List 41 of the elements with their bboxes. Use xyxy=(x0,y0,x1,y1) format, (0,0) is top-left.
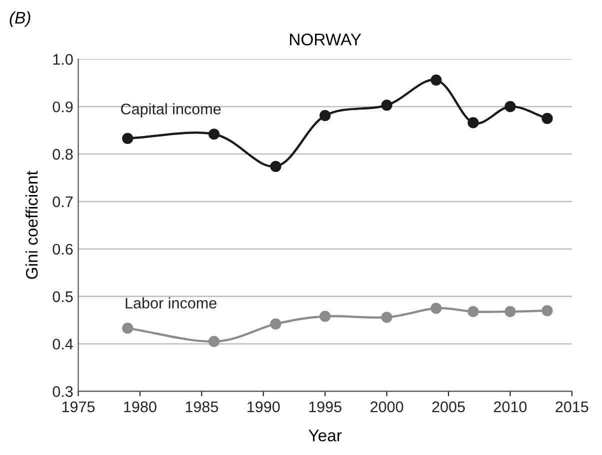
point xyxy=(504,306,516,318)
y-tick-label: 0.8 xyxy=(52,148,73,160)
point xyxy=(320,110,331,122)
x-tick-label: 2015 xyxy=(556,401,588,412)
point xyxy=(270,160,282,172)
chart-title: NORWAY xyxy=(290,34,362,46)
y-tick-label: 1.0 xyxy=(53,54,73,65)
y-tick-label: 0.5 xyxy=(52,291,73,302)
point xyxy=(122,132,134,144)
y-tick-label: 0.4 xyxy=(52,338,73,350)
y-tick-label: 0.9 xyxy=(52,101,73,112)
point xyxy=(504,101,516,112)
x-tick-label: 2010 xyxy=(494,401,527,412)
y-tick-label: 0.7 xyxy=(52,196,73,208)
point xyxy=(468,306,479,318)
series-label: Capital income xyxy=(121,103,221,118)
x-tick-label: 1990 xyxy=(248,401,280,412)
y-tick-label: 0.6 xyxy=(52,244,73,255)
point xyxy=(542,305,553,316)
point xyxy=(122,322,134,334)
point xyxy=(270,318,282,330)
point xyxy=(542,112,553,124)
series-label: Labor income xyxy=(126,297,216,309)
point xyxy=(430,74,442,86)
point xyxy=(208,128,220,140)
point xyxy=(468,117,479,128)
x-axis-title: Year xyxy=(308,430,342,442)
point xyxy=(430,302,442,314)
x-tick-label: 1985 xyxy=(186,401,218,412)
point xyxy=(208,336,220,348)
text: (B) xyxy=(10,11,30,27)
x-tick-label: 2005 xyxy=(432,401,465,412)
x-tick-label: 1995 xyxy=(309,401,342,412)
point xyxy=(320,310,331,322)
x-tick-label: 1975 xyxy=(62,401,95,412)
point xyxy=(381,312,392,323)
y-tick-label: 0.3 xyxy=(52,386,73,397)
x-tick-label: 1980 xyxy=(124,401,156,412)
y-axis-title: Gini coefficient xyxy=(26,170,38,279)
x-tick-label: 2000 xyxy=(370,401,404,412)
point xyxy=(381,100,392,111)
